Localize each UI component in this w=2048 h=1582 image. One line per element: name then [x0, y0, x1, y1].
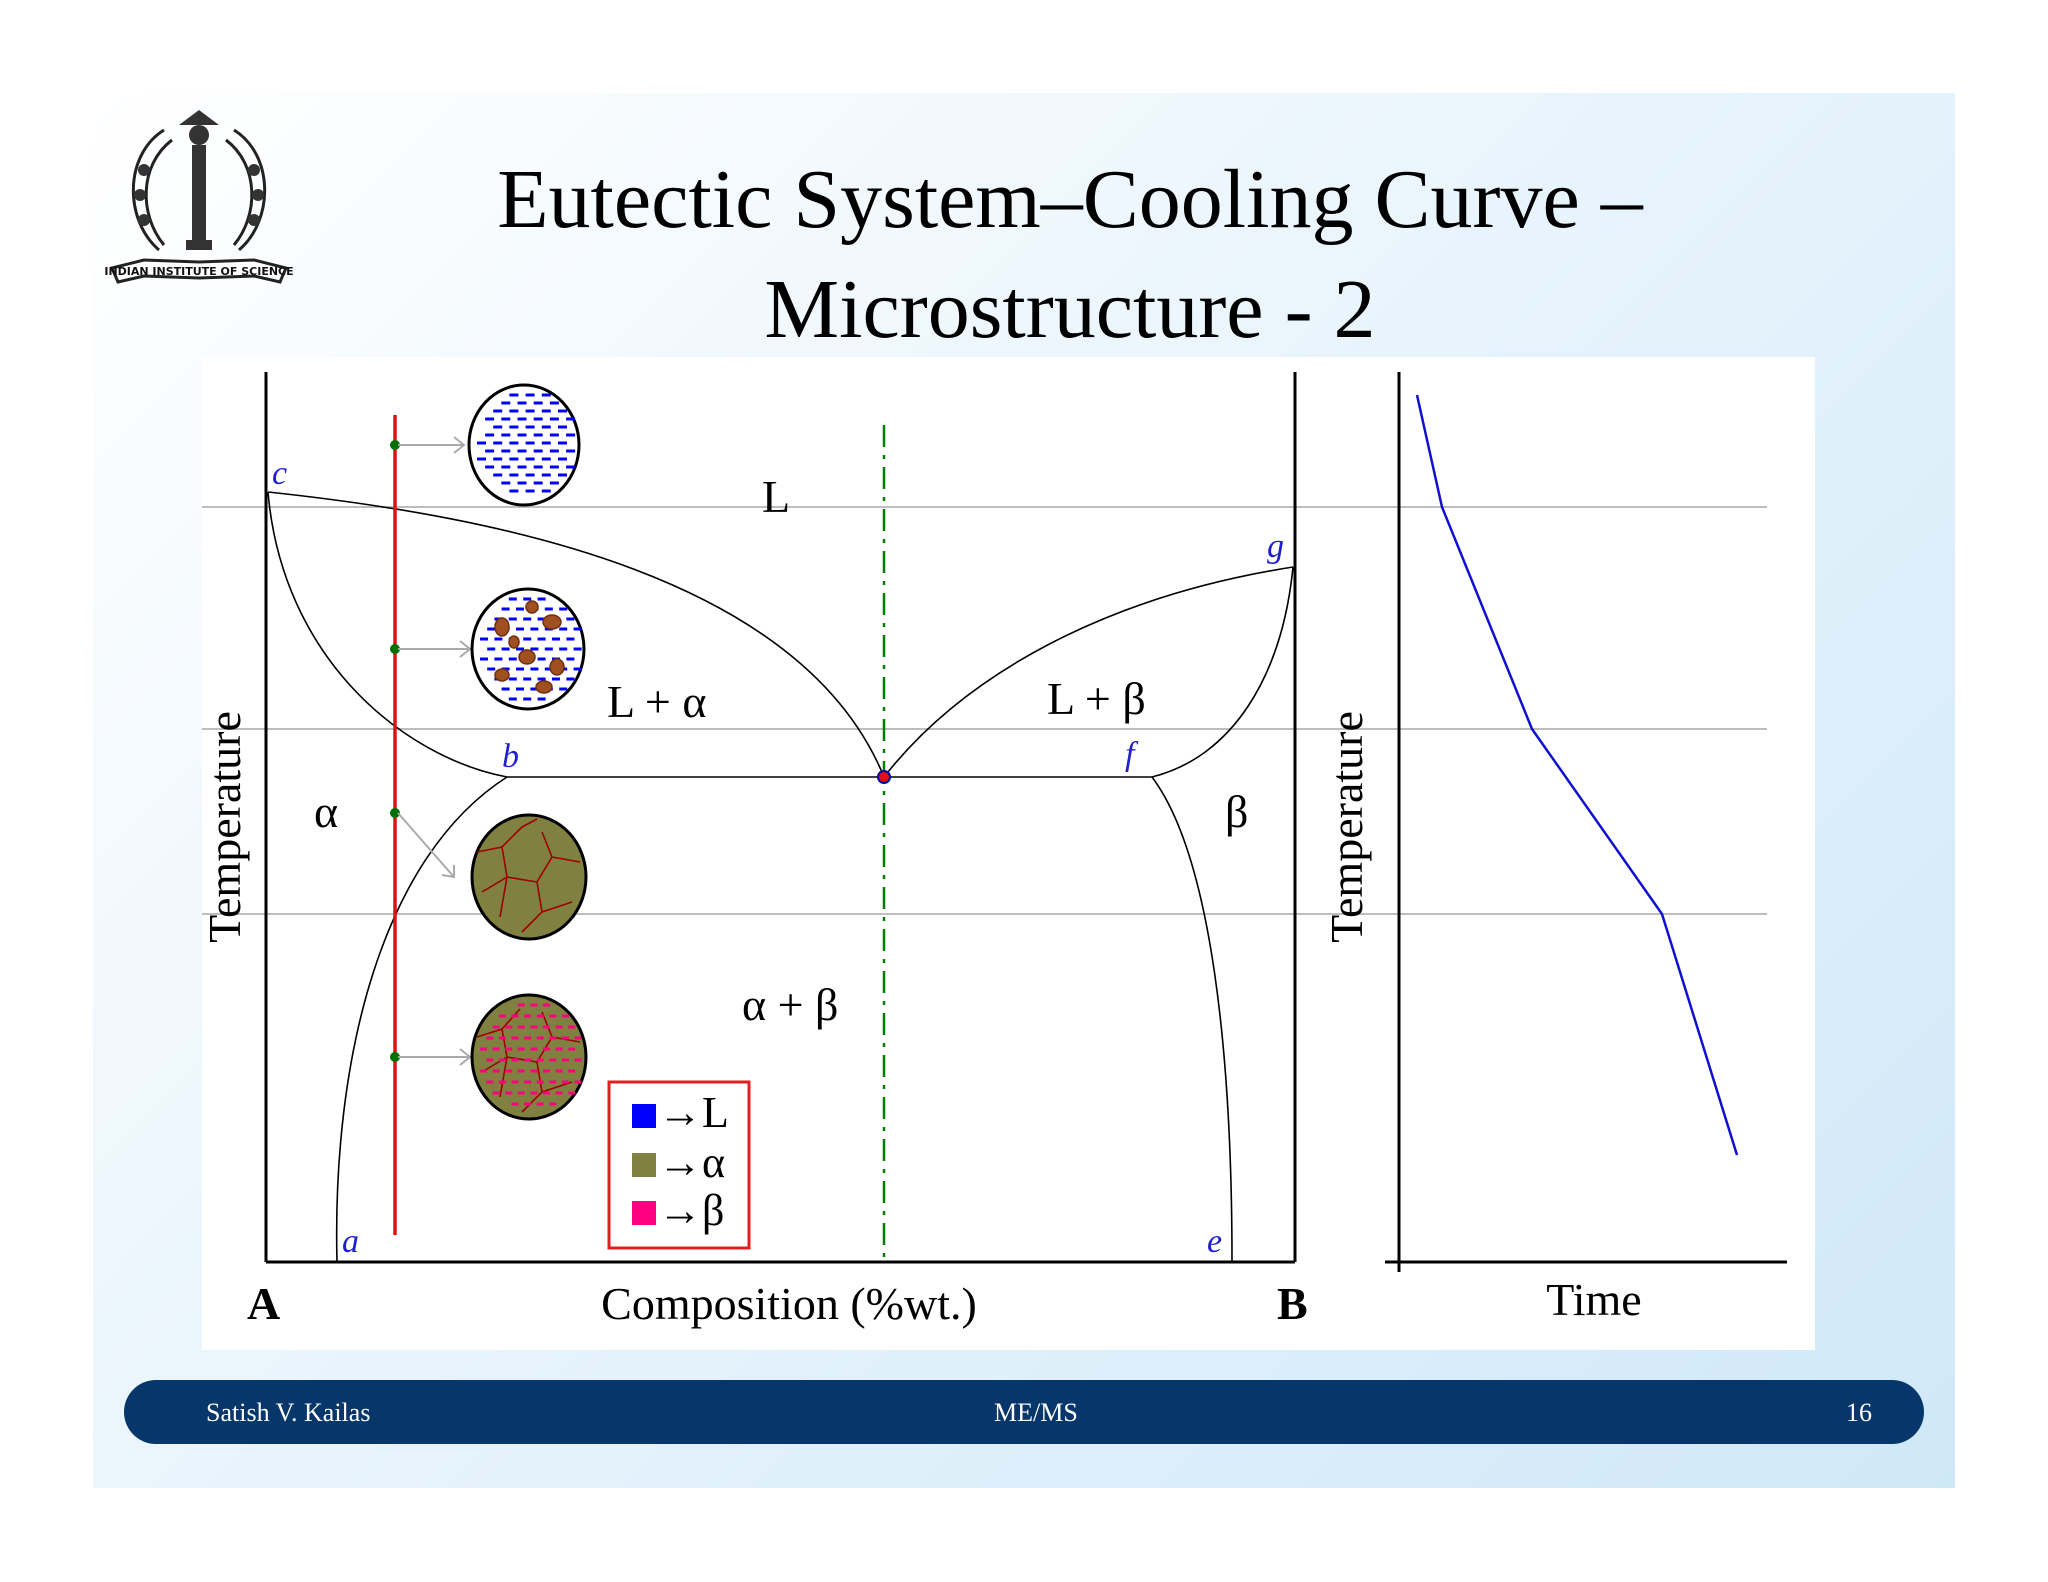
arrow-to-micro-2 [398, 640, 472, 658]
diagram-panel: →L →α →β L L + α L + β α β α + β c g b f… [202, 357, 1815, 1350]
title-line-2: Microstructure - 2 [764, 263, 1376, 356]
legend-label-alpha: →α [658, 1138, 725, 1187]
point-label-f: f [1125, 736, 1139, 773]
point-label-b: b [502, 738, 519, 775]
legend-swatch-alpha [632, 1153, 656, 1177]
cooling-curve-x-label: Time [1546, 1274, 1641, 1325]
legend-label-liquid: →L [658, 1088, 729, 1137]
legend-swatch-beta [632, 1201, 656, 1225]
solvus-right [1151, 776, 1233, 1263]
institute-logo: INDIAN INSTITUTE OF SCIENCE [104, 100, 294, 290]
liquidus-right [883, 566, 1294, 778]
solidus-left [267, 491, 508, 778]
state-point-2 [390, 644, 400, 654]
point-label-c: c [272, 455, 287, 492]
state-point-1 [390, 440, 400, 450]
region-label-liquid-alpha: L + α [607, 676, 706, 727]
title-line-1: Eutectic System–Cooling Curve – [497, 153, 1643, 246]
solvus-left [335, 776, 508, 1263]
cooling-curve-y-label: Temperature [1321, 711, 1372, 943]
arrow-to-micro-3 [397, 812, 455, 879]
solidus-right [1151, 566, 1294, 778]
legend: →L →α →β [607, 1080, 751, 1250]
phase-diagram-and-cooling-curve: →L →α →β L L + α L + β α β α + β c g b f… [202, 372, 1787, 1329]
legend-swatch-liquid [632, 1104, 656, 1128]
legend-label-beta: →β [658, 1186, 724, 1235]
region-label-liquid: L [762, 471, 790, 522]
arrow-to-micro-4 [398, 1048, 472, 1066]
phase-diagram-x-label: Composition (%wt.) [601, 1278, 977, 1329]
state-point-4 [390, 1052, 400, 1062]
region-label-alpha: α [314, 786, 338, 837]
arrow-to-micro-1 [398, 436, 466, 454]
slide-footer: Satish V. Kailas ME/MS 16 [124, 1380, 1924, 1444]
point-label-a: a [342, 1223, 359, 1260]
microstructure-liquid [467, 383, 581, 507]
liquidus-left [267, 491, 885, 778]
component-A-label: A [247, 1278, 280, 1329]
phase-diagram-y-label: Temperature [202, 711, 250, 943]
microstructure-alpha-grains [470, 813, 588, 941]
point-label-e: e [1207, 1223, 1222, 1260]
eutectic-point [877, 770, 891, 784]
slide-title: Eutectic System–Cooling Curve – Microstr… [420, 145, 1720, 365]
state-point-3 [390, 808, 400, 818]
microstructure-alpha-beta [470, 993, 588, 1121]
microstructure-liquid-alpha [470, 587, 586, 711]
footer-author: Satish V. Kailas [206, 1398, 371, 1427]
component-B-label: B [1277, 1278, 1308, 1329]
point-label-g: g [1267, 528, 1284, 565]
region-label-beta: β [1225, 786, 1248, 837]
region-label-liquid-beta: L + β [1047, 673, 1146, 724]
region-label-alpha-beta: α + β [742, 979, 838, 1030]
footer-page-number: 16 [1846, 1398, 1872, 1427]
logo-text: INDIAN INSTITUTE OF SCIENCE [104, 265, 293, 278]
footer-course: ME/MS [994, 1398, 1078, 1427]
cooling-curve-line [1415, 394, 1739, 1156]
